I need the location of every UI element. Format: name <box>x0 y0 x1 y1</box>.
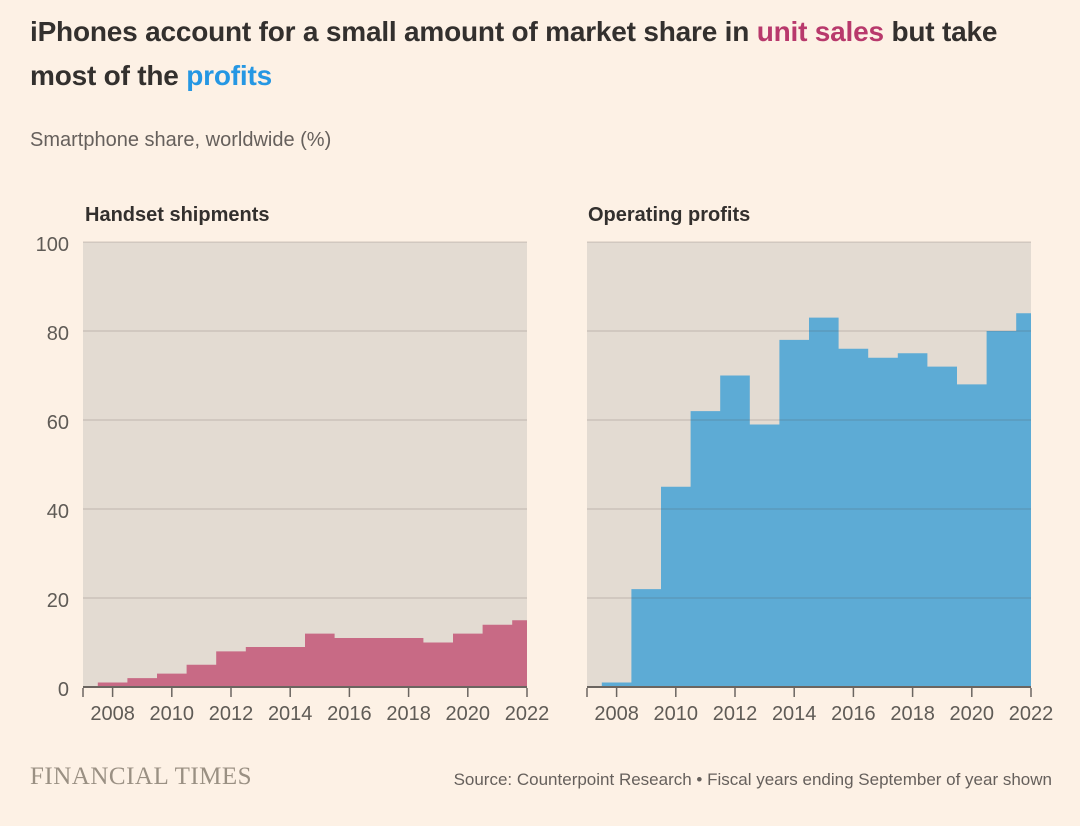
source-note: Source: Counterpoint Research • Fiscal y… <box>453 770 1052 789</box>
x-tick-label: 2010 <box>150 703 195 725</box>
y-tick-label: 80 <box>47 323 69 345</box>
plot-background <box>83 242 527 687</box>
title-text-segment: but take <box>883 16 998 47</box>
page-title-line-2: most of the profits <box>30 54 1050 98</box>
title-profits-highlight: profits <box>186 60 272 91</box>
title-text-segment: most of the <box>30 60 187 91</box>
y-tick-label: 40 <box>47 501 69 523</box>
y-tick-label: 60 <box>47 412 69 434</box>
handset-shipments-chart: 2008 2010 2012 2014 2016 2018 2020 2022 0 20 40 60 8… <box>36 234 550 742</box>
x-tick-label: 2020 <box>446 703 491 725</box>
x-tick-label: 2018 <box>890 703 935 725</box>
financial-times-logo: FINANCIAL TIMES <box>30 763 253 790</box>
x-tick-label: 2022 <box>505 703 550 725</box>
title-unit-sales-highlight: unit sales <box>756 16 884 47</box>
x-tick-label: 2008 <box>594 703 639 725</box>
x-tick-label: 2014 <box>268 703 313 725</box>
title-text-segment: iPhones account for a small amount of ma… <box>30 16 757 47</box>
x-tick-label: 2014 <box>772 703 817 725</box>
handset-shipments-chart-title: Handset shipments <box>85 204 270 226</box>
chart-subtitle: Smartphone share, worldwide (%) <box>30 129 332 151</box>
area-series <box>601 313 1031 687</box>
x-tick-label: 2012 <box>209 703 254 725</box>
area-series <box>97 620 528 687</box>
chart-svg: 2008 2010 2012 2014 2016 2018 2020 2022 0 20 40 60 8… <box>36 234 550 725</box>
page-title: iPhones account for a small amount of ma… <box>30 10 1050 98</box>
x-tick-label: 2020 <box>950 703 995 725</box>
x-tick-label: 2010 <box>654 703 699 725</box>
x-tick-label: 2022 <box>1009 703 1054 725</box>
operating-profits-chart-title: Operating profits <box>588 204 751 226</box>
x-tick-label: 2016 <box>831 703 876 725</box>
page-title-line-1: iPhones account for a small amount of ma… <box>30 10 1050 54</box>
chart-svg: 2008 2010 2012 2014 2016 2018 2020 2022 <box>586 241 1053 725</box>
x-tick-label: 2018 <box>386 703 431 725</box>
operating-profits-chart: 2008 2010 2012 2014 2016 2018 2020 2022 <box>586 241 1053 742</box>
y-tick-label: 20 <box>47 590 69 612</box>
x-tick-label: 2008 <box>90 703 135 725</box>
y-tick-label: 0 <box>58 679 69 701</box>
y-tick-label: 100 <box>36 234 69 256</box>
x-tick-label: 2016 <box>327 703 372 725</box>
x-tick-label: 2012 <box>713 703 758 725</box>
